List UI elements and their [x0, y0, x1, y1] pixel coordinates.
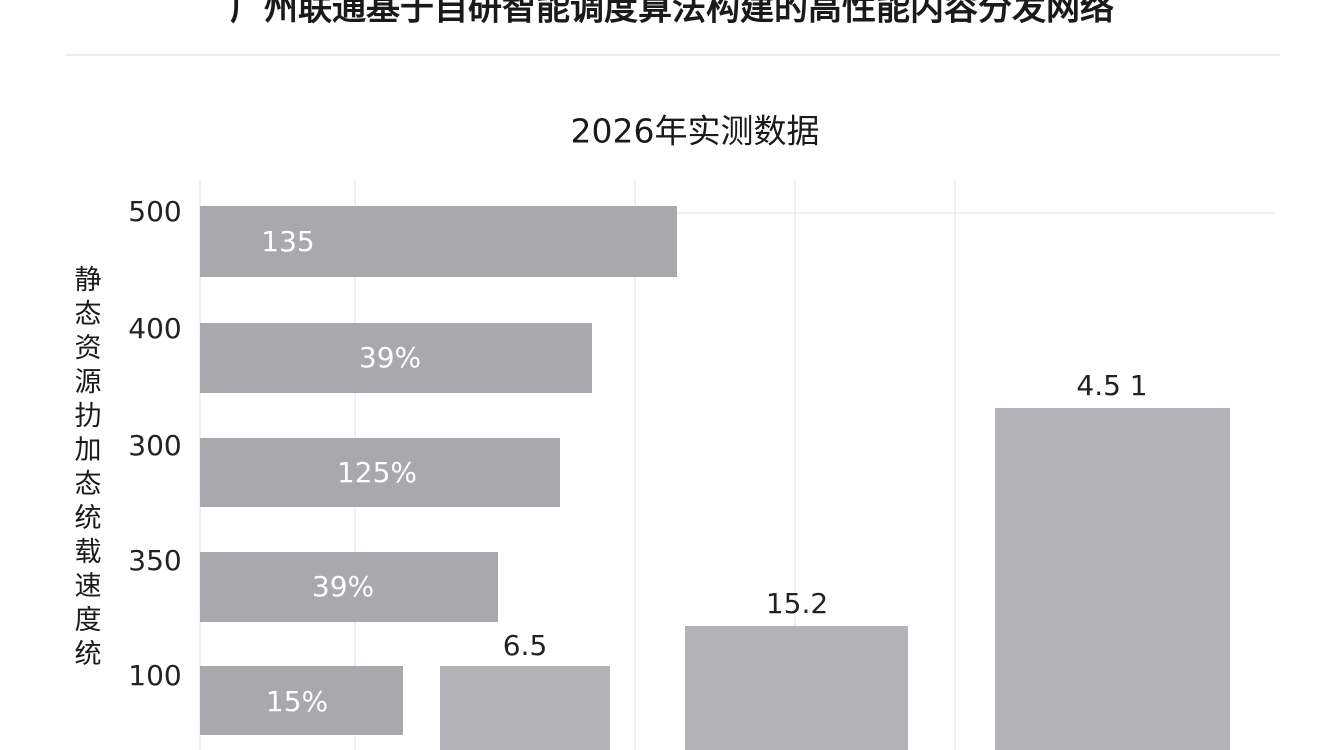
- bar-label: 125%: [337, 456, 417, 489]
- bar: [200, 323, 592, 393]
- y-tick-label: 400: [128, 312, 181, 345]
- bar-label: 39%: [359, 341, 421, 374]
- column: [685, 626, 908, 750]
- y-tick-label: 350: [128, 544, 181, 577]
- column-label: 6.5: [503, 629, 548, 662]
- bar: [200, 666, 403, 735]
- bar-label: 39%: [312, 570, 374, 603]
- y-axis-label-text: 静态资源扐加态统载速度统: [70, 265, 102, 673]
- y-tick-label: 500: [128, 195, 181, 228]
- column-label: 15.2: [766, 587, 828, 620]
- bar-label: 15%: [266, 685, 328, 718]
- bar: [200, 438, 560, 507]
- chart-title: 2026年实测数据: [571, 112, 820, 151]
- bar: [200, 206, 677, 277]
- bar: [200, 552, 498, 622]
- y-tick-label: 100: [128, 659, 181, 692]
- page-title: 广州联通基于自研智能调度算法构建的高性能内容分发网络: [230, 0, 1114, 29]
- y-ticks: 500 400 300 350 100: [128, 195, 181, 692]
- bar-label: 135: [261, 225, 314, 258]
- column: [440, 666, 610, 750]
- column: [995, 408, 1230, 750]
- y-axis-label: 静态资源扐加态统载速度统: [70, 265, 102, 673]
- column-label: 4.5 1: [1076, 369, 1147, 402]
- y-tick-label: 300: [128, 429, 181, 462]
